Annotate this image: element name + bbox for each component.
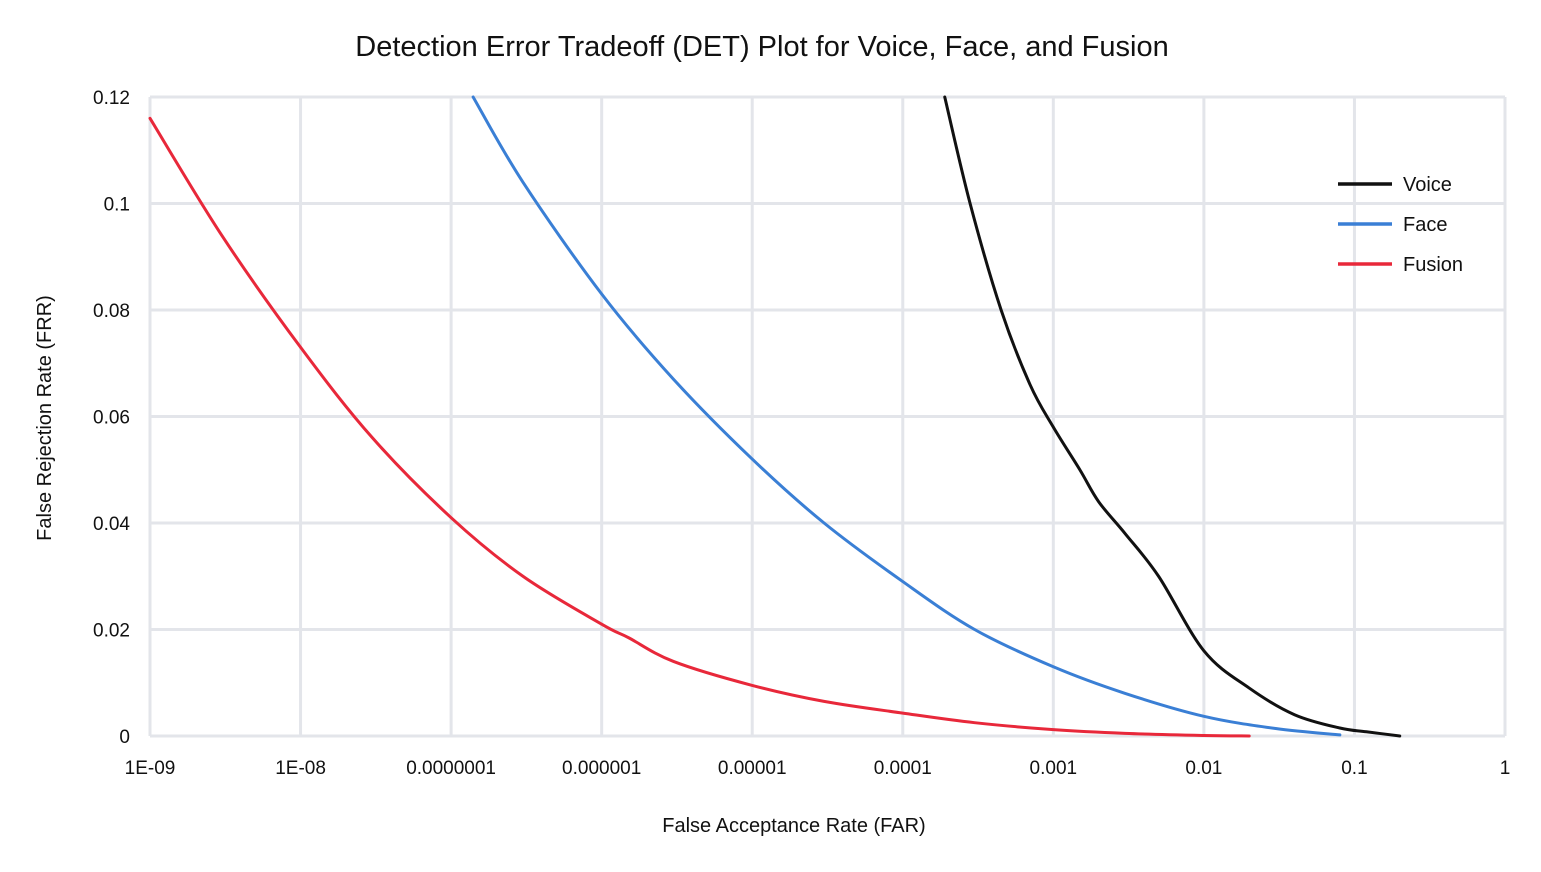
y-tick-label: 0.04	[93, 514, 130, 535]
legend-label-face: Face	[1403, 214, 1447, 236]
y-tick-label: 0.06	[93, 408, 130, 429]
y-tick-label: 0.08	[93, 301, 130, 322]
legend: Voice Face Fusion	[1338, 174, 1463, 276]
x-tick-label: 0.001	[1030, 758, 1078, 779]
x-tick-label: 0.000001	[562, 758, 641, 779]
y-tick-label: 0.12	[93, 88, 130, 109]
legend-item-face: Face	[1338, 214, 1447, 236]
series-line-voice	[943, 95, 1402, 738]
grid	[148, 95, 1507, 738]
series-line-face	[471, 95, 1342, 737]
y-tick-label: 0	[119, 727, 130, 748]
legend-item-voice: Voice	[1338, 174, 1452, 196]
x-tick-label: 0.0000001	[406, 758, 496, 779]
x-axis-label: False Acceptance Rate (FAR)	[662, 815, 925, 837]
x-tick-label: 0.0001	[874, 758, 932, 779]
legend-label-voice: Voice	[1403, 174, 1452, 196]
y-tick-label: 0.02	[93, 621, 130, 642]
x-tick-label: 1	[1500, 758, 1511, 779]
legend-item-fusion: Fusion	[1338, 254, 1463, 276]
x-tick-label: 0.01	[1185, 758, 1222, 779]
series-lines	[148, 95, 1402, 738]
y-axis-label: False Rejection Rate (FRR)	[34, 295, 56, 541]
legend-label-fusion: Fusion	[1403, 254, 1463, 276]
series-line-fusion	[148, 116, 1251, 738]
x-tick-label: 1E-08	[275, 758, 326, 779]
tick-labels: 1E-09 1E-08 0.0000001 0.000001 0.00001 0.0001…	[93, 88, 1510, 779]
x-tick-label: 0.00001	[718, 758, 787, 779]
chart-title: Detection Error Tradeoff (DET) Plot for …	[355, 31, 1168, 63]
x-tick-label: 0.1	[1341, 758, 1367, 779]
x-tick-label: 1E-09	[125, 758, 176, 779]
y-tick-label: 0.1	[104, 195, 130, 216]
